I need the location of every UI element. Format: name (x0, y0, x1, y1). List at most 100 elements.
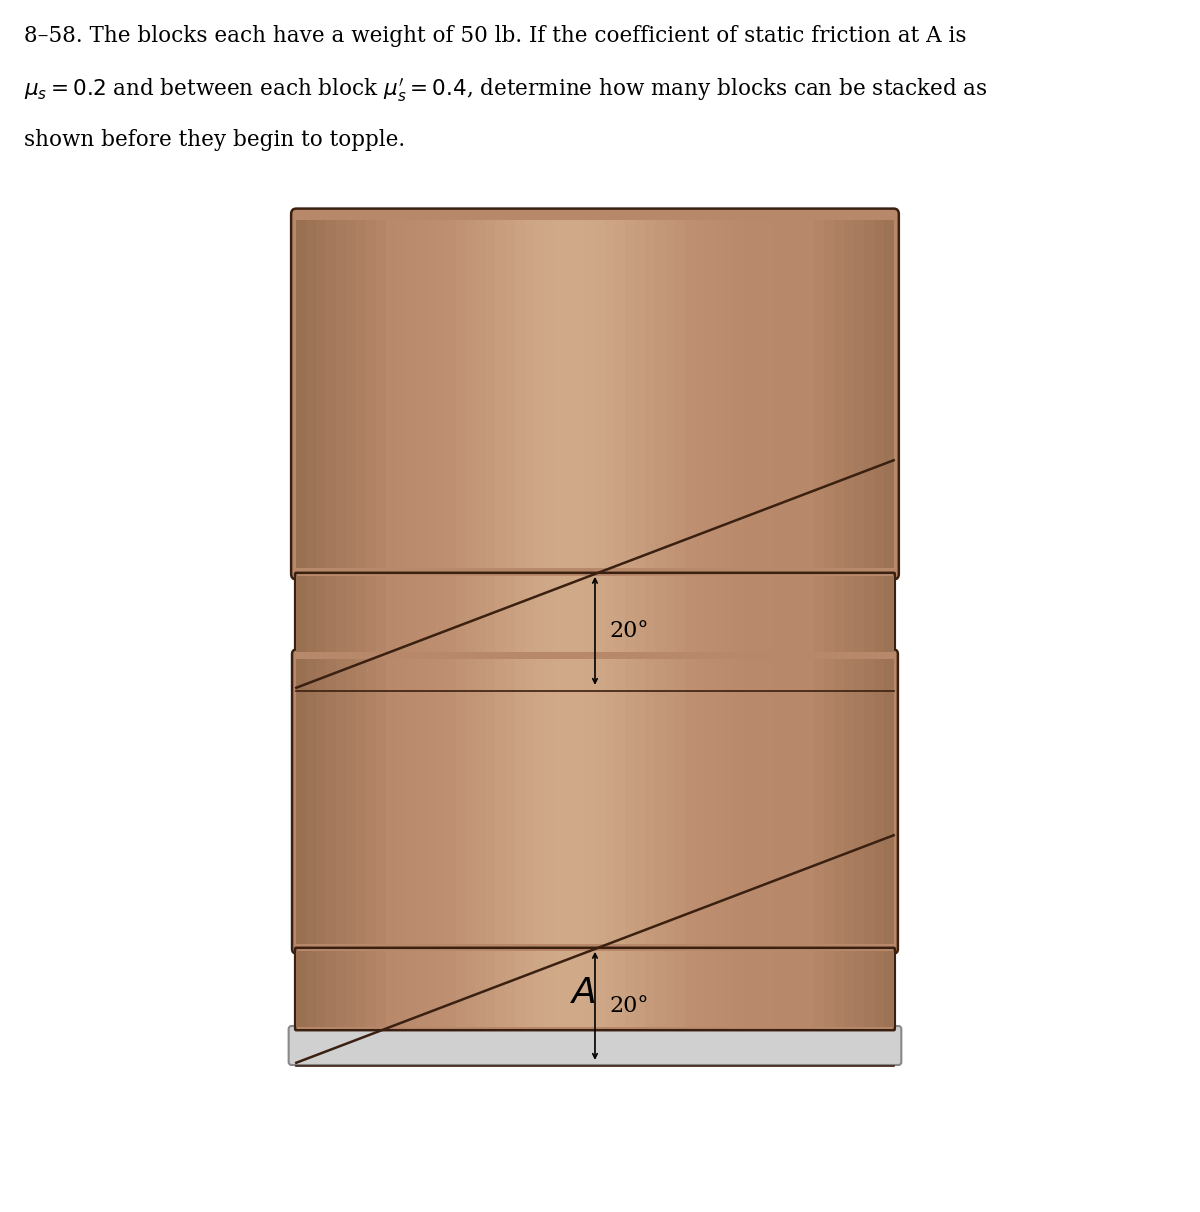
Bar (674, 951, 684, 1027)
Bar (755, 951, 764, 1027)
Bar (804, 221, 814, 567)
Bar (526, 221, 535, 567)
Bar (376, 659, 386, 944)
Bar (396, 951, 406, 1027)
Bar (466, 951, 475, 1027)
Bar (784, 221, 794, 567)
Bar (704, 576, 714, 652)
Bar (755, 576, 764, 652)
Bar (356, 576, 366, 652)
Bar (824, 951, 834, 1027)
Bar (496, 659, 505, 944)
Bar (864, 576, 874, 652)
Bar (784, 659, 794, 944)
Bar (665, 951, 674, 1027)
Bar (834, 951, 844, 1027)
Bar (864, 951, 874, 1027)
Bar (635, 576, 644, 652)
Bar (665, 659, 674, 944)
Bar (306, 576, 317, 652)
Bar (625, 659, 635, 944)
Bar (814, 576, 824, 652)
Bar (317, 576, 326, 652)
Bar (515, 221, 526, 567)
Bar (725, 576, 734, 652)
Text: 20°: 20° (610, 619, 649, 642)
Bar (376, 221, 386, 567)
Bar (804, 576, 814, 652)
Bar (725, 221, 734, 567)
Bar (466, 221, 475, 567)
Bar (744, 951, 755, 1027)
Bar (794, 951, 804, 1027)
Bar (406, 659, 415, 944)
Bar (625, 221, 635, 567)
Bar (346, 576, 356, 652)
Bar (625, 576, 635, 652)
Bar (326, 659, 336, 944)
Bar (814, 951, 824, 1027)
Bar (684, 659, 695, 944)
Bar (296, 576, 306, 652)
Bar (794, 576, 804, 652)
Bar (415, 659, 426, 944)
Bar (356, 221, 366, 567)
Bar (526, 659, 535, 944)
Bar (844, 659, 854, 944)
Bar (614, 951, 625, 1027)
Bar (625, 951, 635, 1027)
Bar (854, 221, 864, 567)
Bar (635, 659, 644, 944)
Bar (854, 951, 864, 1027)
Bar (725, 659, 734, 944)
Bar (814, 221, 824, 567)
Bar (475, 576, 486, 652)
Text: $\mu_s = 0.2$ and between each block $\mu^\prime_s = 0.4$, determine how many bl: $\mu_s = 0.2$ and between each block $\m… (24, 78, 988, 104)
Bar (575, 221, 586, 567)
Bar (326, 221, 336, 567)
Bar (445, 951, 456, 1027)
Bar (526, 576, 535, 652)
FancyBboxPatch shape (292, 208, 899, 579)
Bar (844, 576, 854, 652)
Bar (486, 576, 496, 652)
Bar (326, 576, 336, 652)
Bar (535, 221, 545, 567)
Bar (755, 221, 764, 567)
Bar (565, 576, 575, 652)
Bar (586, 659, 595, 944)
Bar (725, 951, 734, 1027)
Bar (496, 951, 505, 1027)
Bar (644, 951, 655, 1027)
Bar (415, 221, 426, 567)
Bar (426, 951, 436, 1027)
Bar (665, 221, 674, 567)
Bar (545, 659, 556, 944)
Bar (515, 659, 526, 944)
Bar (545, 951, 556, 1027)
Bar (565, 221, 575, 567)
Bar (426, 576, 436, 652)
Bar (804, 659, 814, 944)
Bar (883, 576, 894, 652)
Bar (496, 576, 505, 652)
Bar (595, 659, 605, 944)
Bar (614, 576, 625, 652)
Bar (586, 576, 595, 652)
Bar (764, 659, 774, 944)
Bar (655, 951, 665, 1027)
Bar (874, 576, 883, 652)
Bar (595, 221, 605, 567)
Bar (635, 221, 644, 567)
Bar (854, 659, 864, 944)
Bar (774, 951, 784, 1027)
Bar (744, 221, 755, 567)
Bar (556, 659, 565, 944)
Bar (466, 659, 475, 944)
Bar (695, 576, 704, 652)
Bar (456, 576, 466, 652)
Text: $A$: $A$ (570, 976, 596, 1010)
Bar (445, 659, 456, 944)
Bar (575, 576, 586, 652)
Bar (764, 951, 774, 1027)
